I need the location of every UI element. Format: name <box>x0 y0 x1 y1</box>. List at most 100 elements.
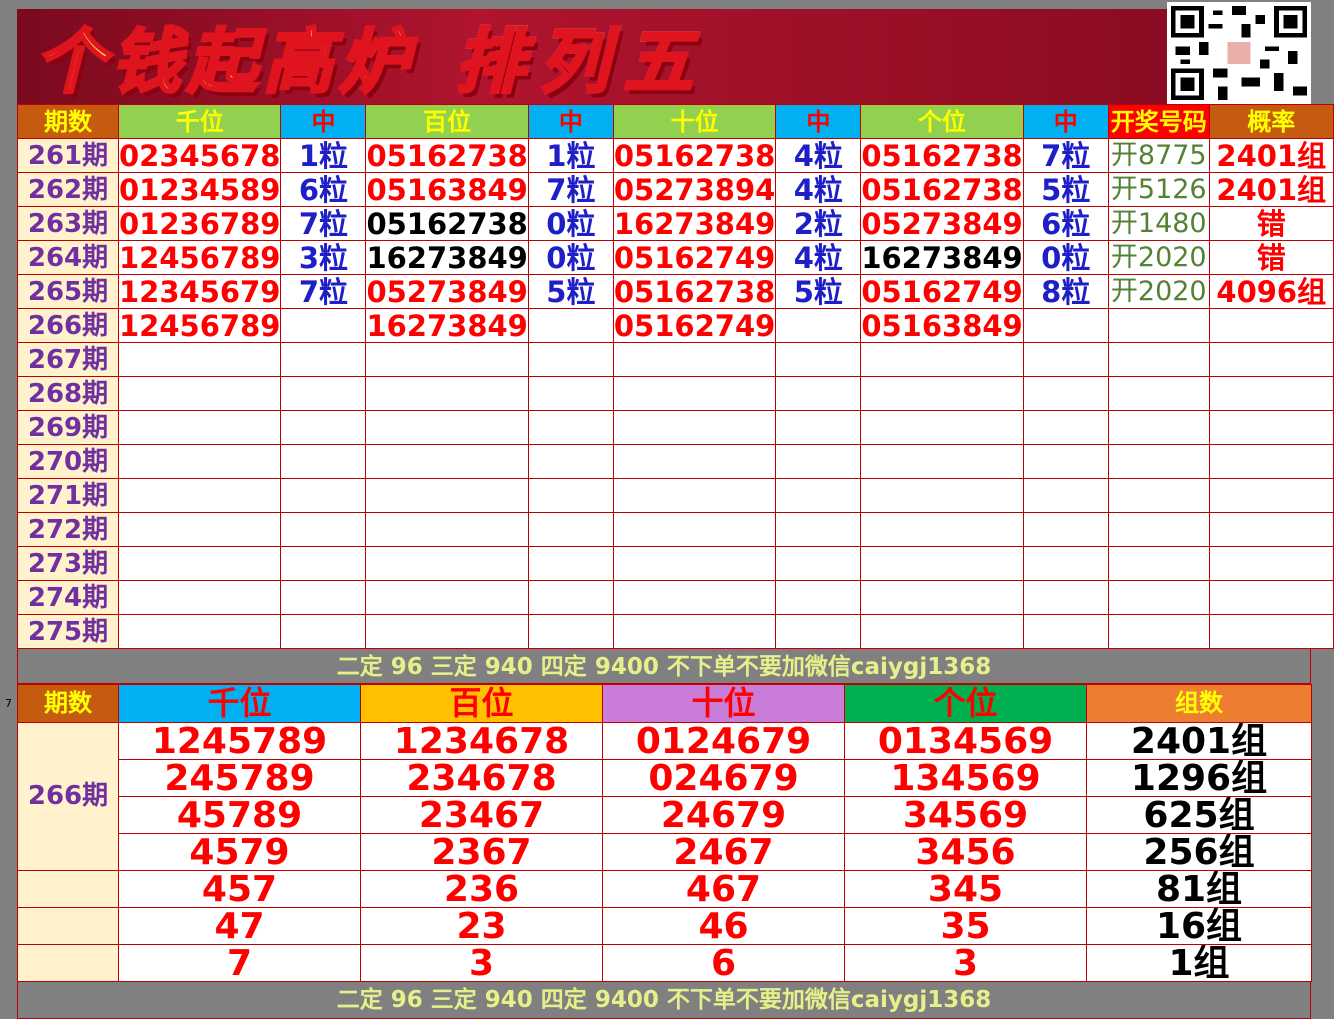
digit-set-cell[interactable]: 05162749 <box>612 240 777 275</box>
digit-set-cell[interactable] <box>117 444 282 479</box>
digit-set-cell[interactable]: 05163849 <box>860 308 1024 343</box>
digit-set-cell[interactable]: 05273849 <box>860 206 1024 241</box>
digit-set-cell[interactable]: 23467 <box>360 796 603 834</box>
digit-set-cell[interactable]: 345 <box>844 870 1087 908</box>
digit-set-cell[interactable]: 457 <box>118 870 361 908</box>
digit-set-cell[interactable] <box>612 478 777 513</box>
digit-set-cell[interactable]: 3 <box>360 944 603 982</box>
digit-set-cell[interactable] <box>860 546 1024 581</box>
group-count-cell[interactable]: 81组 <box>1086 870 1312 908</box>
hit-count-cell[interactable]: 7粒 <box>527 172 614 207</box>
draw-number-cell[interactable]: 开5126 <box>1107 172 1210 207</box>
hit-count-cell[interactable]: 5粒 <box>1022 172 1109 207</box>
digit-set-cell[interactable]: 3 <box>844 944 1087 982</box>
digit-set-cell[interactable]: 05163849 <box>365 172 529 207</box>
digit-set-cell[interactable] <box>612 410 777 445</box>
hit-count-cell[interactable] <box>527 410 614 445</box>
hit-count-cell[interactable]: 7粒 <box>1022 138 1109 173</box>
digit-set-cell[interactable]: 02345678 <box>117 138 282 173</box>
digit-set-cell[interactable]: 6 <box>602 944 845 982</box>
draw-number-cell[interactable]: 开8775 <box>1107 138 1210 173</box>
draw-number-cell[interactable] <box>1107 580 1210 615</box>
digit-set-cell[interactable] <box>860 376 1024 411</box>
draw-number-cell[interactable]: 开2020 <box>1107 240 1210 275</box>
period-cell[interactable] <box>17 907 119 945</box>
group-count-cell[interactable]: 1296组 <box>1086 759 1312 797</box>
digit-set-cell[interactable]: 05162738 <box>365 138 529 173</box>
digit-set-cell[interactable]: 05162738 <box>612 274 777 309</box>
hit-count-cell[interactable] <box>1022 580 1109 615</box>
digit-set-cell[interactable]: 01234589 <box>117 172 282 207</box>
header-cell[interactable]: 中 <box>527 104 614 139</box>
hit-count-cell[interactable]: 5粒 <box>527 274 614 309</box>
header-cell[interactable]: 开奖号码 <box>1107 104 1210 139</box>
hit-count-cell[interactable]: 7粒 <box>280 206 367 241</box>
period-cell[interactable]: 262期 <box>17 172 119 207</box>
digit-set-cell[interactable] <box>612 512 777 547</box>
digit-set-cell[interactable]: 234678 <box>360 759 603 797</box>
group-count-cell[interactable]: 256组 <box>1086 833 1312 871</box>
draw-number-cell[interactable]: 开1480 <box>1107 206 1210 241</box>
digit-set-cell[interactable] <box>860 512 1024 547</box>
digit-set-cell[interactable]: 05273849 <box>365 274 529 309</box>
digit-set-cell[interactable]: 34569 <box>844 796 1087 834</box>
draw-number-cell[interactable] <box>1107 308 1210 343</box>
hit-count-cell[interactable]: 4粒 <box>775 240 862 275</box>
hit-count-cell[interactable] <box>775 342 862 377</box>
hit-count-cell[interactable] <box>1022 342 1109 377</box>
digit-set-cell[interactable] <box>612 444 777 479</box>
digit-set-cell[interactable]: 12456789 <box>117 240 282 275</box>
digit-set-cell[interactable]: 236 <box>360 870 603 908</box>
hit-count-cell[interactable] <box>280 308 367 343</box>
hit-count-cell[interactable]: 6粒 <box>1022 206 1109 241</box>
header-cell[interactable]: 十位 <box>612 104 777 139</box>
digit-set-cell[interactable]: 16273849 <box>365 240 529 275</box>
probability-cell[interactable]: 4096组 <box>1208 274 1334 309</box>
header-cell[interactable]: 个位 <box>844 684 1087 723</box>
draw-number-cell[interactable] <box>1107 546 1210 581</box>
hit-count-cell[interactable] <box>280 512 367 547</box>
hit-count-cell[interactable] <box>1022 614 1109 649</box>
digit-set-cell[interactable]: 05162738 <box>612 138 777 173</box>
group-count-cell[interactable]: 16组 <box>1086 907 1312 945</box>
digit-set-cell[interactable]: 7 <box>118 944 361 982</box>
digit-set-cell[interactable] <box>117 410 282 445</box>
probability-cell[interactable]: 2401组 <box>1208 172 1334 207</box>
digit-set-cell[interactable]: 467 <box>602 870 845 908</box>
period-cell[interactable]: 266期 <box>17 308 119 343</box>
digit-set-cell[interactable]: 0134569 <box>844 722 1087 760</box>
header-cell[interactable]: 组数 <box>1086 684 1312 723</box>
draw-number-cell[interactable] <box>1107 376 1210 411</box>
hit-count-cell[interactable] <box>1022 478 1109 513</box>
digit-set-cell[interactable]: 05162749 <box>612 308 777 343</box>
period-cell[interactable]: 263期 <box>17 206 119 241</box>
hit-count-cell[interactable]: 4粒 <box>775 172 862 207</box>
digit-set-cell[interactable]: 35 <box>844 907 1087 945</box>
digit-set-cell[interactable]: 05162738 <box>860 138 1024 173</box>
hit-count-cell[interactable] <box>1022 308 1109 343</box>
probability-cell[interactable]: 错 <box>1208 206 1334 241</box>
digit-set-cell[interactable]: 16273849 <box>860 240 1024 275</box>
probability-cell[interactable]: 2401组 <box>1208 138 1334 173</box>
period-cell[interactable] <box>17 870 119 908</box>
hit-count-cell[interactable] <box>1022 376 1109 411</box>
hit-count-cell[interactable] <box>1022 444 1109 479</box>
digit-set-cell[interactable] <box>117 342 282 377</box>
header-cell[interactable]: 期数 <box>17 684 119 723</box>
hit-count-cell[interactable] <box>1022 546 1109 581</box>
probability-cell[interactable] <box>1208 342 1334 377</box>
digit-set-cell[interactable]: 12345679 <box>117 274 282 309</box>
header-cell[interactable]: 千位 <box>118 684 361 723</box>
hit-count-cell[interactable] <box>775 580 862 615</box>
period-cell[interactable]: 271期 <box>17 478 119 513</box>
draw-number-cell[interactable] <box>1107 342 1210 377</box>
draw-number-cell[interactable] <box>1107 512 1210 547</box>
digit-set-cell[interactable]: 0124679 <box>602 722 845 760</box>
header-cell[interactable]: 十位 <box>602 684 845 723</box>
period-cell[interactable]: 268期 <box>17 376 119 411</box>
hit-count-cell[interactable] <box>1022 512 1109 547</box>
hit-count-cell[interactable] <box>775 478 862 513</box>
hit-count-cell[interactable] <box>775 410 862 445</box>
digit-set-cell[interactable]: 1234678 <box>360 722 603 760</box>
header-cell[interactable]: 百位 <box>360 684 603 723</box>
